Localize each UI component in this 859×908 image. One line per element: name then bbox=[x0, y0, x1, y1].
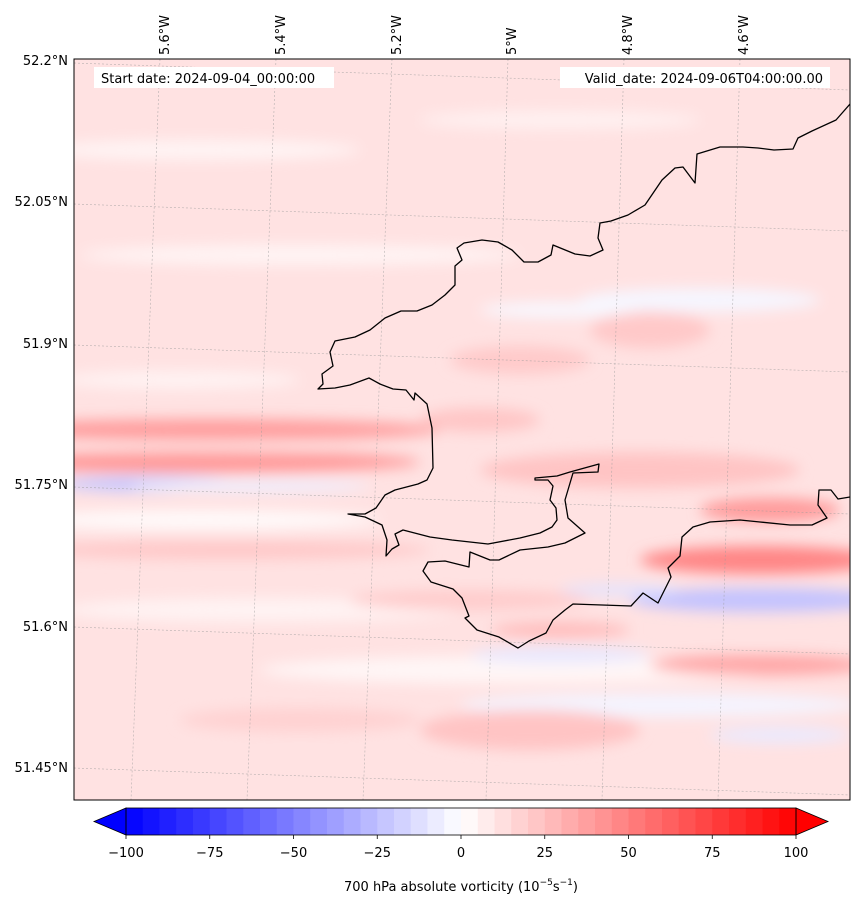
colorbar-segment bbox=[243, 808, 261, 835]
lat-label: 51.6°N bbox=[23, 620, 68, 635]
colorbar-segment bbox=[645, 808, 663, 835]
colorbar-segment bbox=[142, 808, 160, 835]
coastline bbox=[317, 103, 850, 649]
colorbar-tick-label: −50 bbox=[280, 846, 307, 861]
vorticity-field bbox=[74, 111, 850, 750]
colorbar-tick-label: 75 bbox=[704, 846, 721, 861]
colorbar-label-end: ) bbox=[573, 880, 578, 895]
colorbar-extend-low bbox=[92, 807, 127, 836]
colorbar-segment bbox=[176, 808, 194, 835]
colorbar-tick-label: −75 bbox=[196, 846, 223, 861]
valid-date-box bbox=[560, 67, 830, 88]
gridlines bbox=[74, 59, 850, 800]
colorbar-segment bbox=[595, 808, 613, 835]
colorbar-segment bbox=[427, 808, 445, 835]
map-frame bbox=[73, 58, 851, 801]
colorbar-segment bbox=[226, 808, 244, 835]
lat-label: 51.45°N bbox=[15, 761, 68, 776]
colorbar-segment bbox=[126, 808, 144, 835]
colorbar-segment bbox=[310, 808, 328, 835]
colorbar: −100 −75 −50 −25 0 25 50 75 100 700 hPa absolute… bbox=[92, 807, 830, 895]
colorbar-segment bbox=[327, 808, 345, 835]
lon-label: 4.8°W bbox=[621, 15, 636, 55]
colorbar-segment bbox=[461, 808, 479, 835]
colorbar-tick-label: −25 bbox=[364, 846, 391, 861]
colorbar-segment bbox=[662, 808, 680, 835]
colorbar-label-exp2: −1 bbox=[560, 878, 573, 888]
colorbar-segment bbox=[494, 808, 512, 835]
lon-label: 5°W bbox=[505, 27, 520, 55]
colorbar-segment bbox=[628, 808, 646, 835]
longitude-labels: 5.6°W 5.4°W 5.2°W 5°W 4.8°W 4.6°W bbox=[158, 15, 752, 55]
colorbar-label-mid: s bbox=[553, 880, 560, 895]
colorbar-segment bbox=[678, 808, 696, 835]
colorbar-segment bbox=[745, 808, 763, 835]
colorbar-segment bbox=[578, 808, 596, 835]
colorbar-tick-label: 100 bbox=[784, 846, 809, 861]
colorbar-segment bbox=[762, 808, 780, 835]
colorbar-segment bbox=[528, 808, 546, 835]
start-date-box bbox=[94, 67, 334, 88]
lon-label: 4.6°W bbox=[737, 15, 752, 55]
colorbar-label-main: 700 hPa absolute vorticity (10 bbox=[344, 880, 540, 895]
colorbar-segment bbox=[293, 808, 311, 835]
colorbar-segment bbox=[193, 808, 211, 835]
colorbar-segment bbox=[477, 808, 495, 835]
colorbar-segment bbox=[729, 808, 747, 835]
colorbar-segment bbox=[444, 808, 462, 835]
latitude-labels: 52.2°N 52.05°N 51.9°N 51.75°N 51.6°N 51.… bbox=[15, 54, 68, 776]
colorbar-tick-label: 0 bbox=[457, 846, 465, 861]
map-panel: Start date: 2024-09-04_00:00:00 Valid_da… bbox=[74, 59, 850, 800]
lon-label: 5.6°W bbox=[158, 15, 173, 55]
colorbar-segments bbox=[126, 808, 797, 835]
colorbar-segment bbox=[276, 808, 294, 835]
colorbar-label-exp1: −5 bbox=[540, 878, 553, 888]
colorbar-segment bbox=[343, 808, 361, 835]
lon-label: 5.4°W bbox=[274, 15, 289, 55]
colorbar-segment bbox=[561, 808, 579, 835]
colorbar-tick-label: −100 bbox=[108, 846, 144, 861]
colorbar-segment bbox=[544, 808, 562, 835]
colorbar-segment bbox=[511, 808, 529, 835]
colorbar-segment bbox=[360, 808, 378, 835]
start-date-text: Start date: 2024-09-04_00:00:00 bbox=[101, 72, 315, 87]
colorbar-segment bbox=[209, 808, 227, 835]
lat-label: 51.9°N bbox=[23, 337, 68, 352]
lat-label: 52.05°N bbox=[15, 195, 68, 210]
colorbar-segment bbox=[410, 808, 428, 835]
colorbar-ticks: −100 −75 −50 −25 0 25 50 75 100 bbox=[108, 835, 808, 861]
colorbar-segment bbox=[260, 808, 278, 835]
lat-label: 51.75°N bbox=[15, 478, 68, 493]
lat-label: 52.2°N bbox=[23, 54, 68, 69]
colorbar-segment bbox=[377, 808, 395, 835]
colorbar-segment bbox=[712, 808, 730, 835]
valid-date-text: Valid_date: 2024-09-06T04:00:00.00 bbox=[585, 72, 823, 87]
colorbar-tick-label: 25 bbox=[536, 846, 553, 861]
colorbar-extend-high bbox=[795, 807, 830, 836]
colorbar-segment bbox=[695, 808, 713, 835]
lon-label: 5.2°W bbox=[390, 15, 405, 55]
colorbar-segment bbox=[611, 808, 629, 835]
colorbar-tick-label: 50 bbox=[620, 846, 637, 861]
colorbar-label: 700 hPa absolute vorticity (10−5s−1) bbox=[344, 878, 578, 895]
colorbar-segment bbox=[159, 808, 177, 835]
colorbar-segment bbox=[394, 808, 412, 835]
colorbar-segment bbox=[779, 808, 797, 835]
